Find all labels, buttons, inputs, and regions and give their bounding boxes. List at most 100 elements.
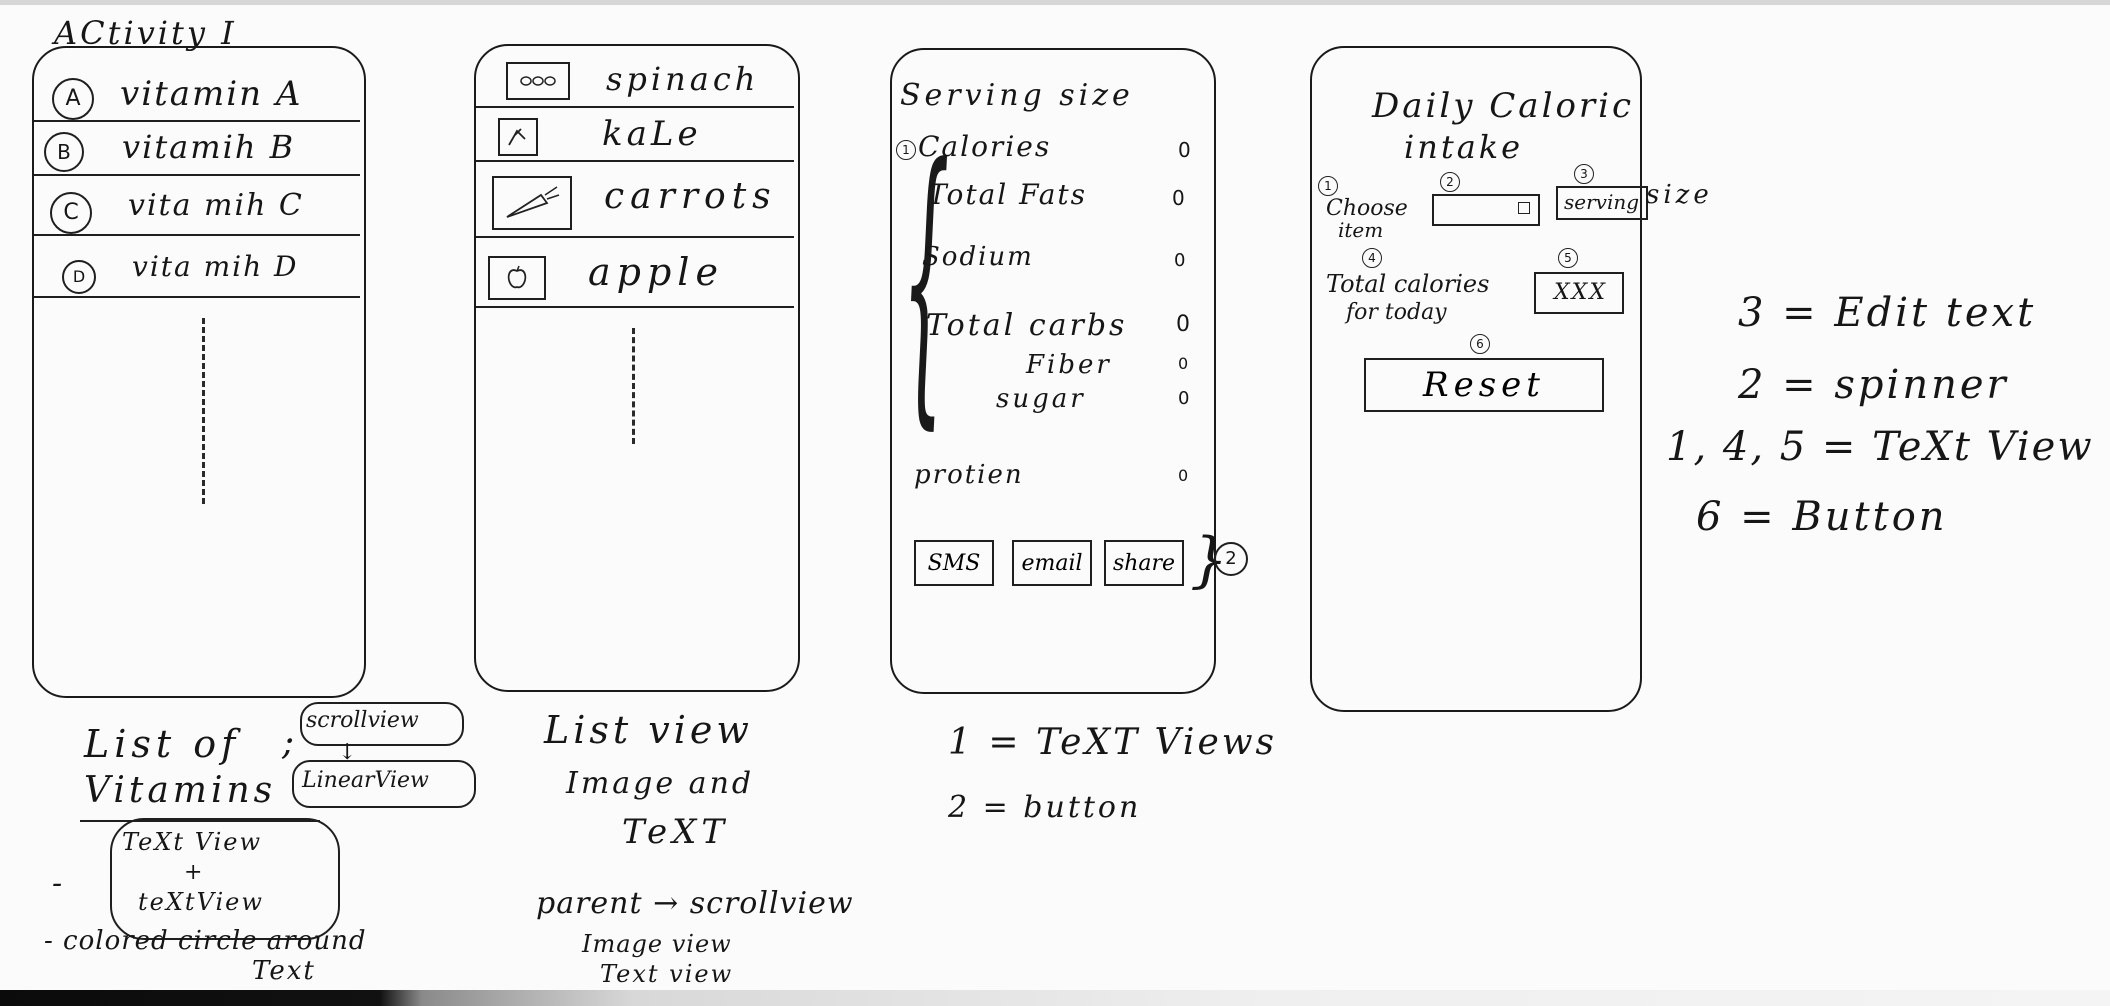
nutrient-label: Total carbs xyxy=(926,308,1128,343)
caption-listview: List view xyxy=(544,708,753,752)
carrot-icon xyxy=(492,176,572,230)
top-edge xyxy=(0,0,2110,5)
serving-size-edit-text[interactable]: serving xyxy=(1556,186,1648,220)
marker-4-circle: 4 xyxy=(1362,248,1382,268)
reset-button[interactable]: Reset xyxy=(1364,358,1604,412)
marker-3-circle: 3 xyxy=(1574,164,1594,184)
nutrient-label: Total Fats xyxy=(928,178,1088,211)
bottom-edge-shadow xyxy=(0,990,2110,1006)
marker-2-circle: 2 xyxy=(1440,172,1460,192)
calories-value-box: XXX xyxy=(1534,272,1624,314)
nutrient-value: 0 xyxy=(1178,138,1191,162)
choose-label: Choose xyxy=(1326,196,1408,221)
food-label: apple xyxy=(588,250,724,294)
legend-button: 6 = Button xyxy=(1696,494,1948,540)
nutrient-value: 0 xyxy=(1178,388,1190,409)
row-divider xyxy=(476,160,794,162)
phone-frame-foods xyxy=(474,44,800,692)
phone-frame-nutrition xyxy=(890,48,1216,694)
vitamin-badge-circle: D xyxy=(62,260,96,294)
row-divider xyxy=(476,306,794,308)
plus-sign: + xyxy=(184,860,203,885)
legend-textview: 1, 4, 5 = TeXt View xyxy=(1666,424,2094,470)
nutrient-value: 0 xyxy=(1178,354,1189,373)
serving-size-header: Serving size xyxy=(900,78,1134,113)
arrow-down: ↓ xyxy=(338,740,357,765)
spinach-leaf-icon xyxy=(506,62,570,100)
serving-edit-value: serving xyxy=(1564,190,1640,214)
vitamin-badge-circle: C xyxy=(50,192,92,234)
nutrient-value: 0 xyxy=(1172,186,1185,210)
caption-imageview: Image view xyxy=(582,930,732,958)
vitamin-label: vita mih D xyxy=(132,250,299,283)
marker-5-circle: 5 xyxy=(1558,248,1578,268)
nutrient-value: 0 xyxy=(1178,466,1189,485)
phone-frame-vitamins xyxy=(32,46,366,698)
row-divider xyxy=(476,236,794,238)
email-button[interactable]: email xyxy=(1012,540,1092,586)
vitamin-label: vita mih C xyxy=(128,188,304,223)
chevron-down-icon xyxy=(1518,202,1530,214)
food-label: kaLe xyxy=(602,114,702,154)
size-label: size xyxy=(1646,180,1713,210)
nutrient-label: Fiber xyxy=(1026,350,1112,380)
vitamin-badge-circle: B xyxy=(44,132,84,172)
nutrient-value: 0 xyxy=(1174,250,1186,271)
linearview-bubble xyxy=(292,760,476,808)
caption-underline xyxy=(80,820,320,822)
legend-spinner: 2 = spinner xyxy=(1738,362,2009,408)
nutrient-label: protien xyxy=(914,460,1024,490)
more-items-dotted-line xyxy=(632,328,635,444)
scrollview-label: scrollview xyxy=(306,708,419,733)
nutrient-value: 0 xyxy=(1176,312,1190,337)
food-label: carrots xyxy=(604,176,777,217)
textview-label-1: TeXt View xyxy=(122,828,263,856)
textview-label-2: teXtView xyxy=(138,888,264,916)
caption-vitamins: Vitamins xyxy=(84,770,277,811)
legend-edit-text: 3 = Edit text xyxy=(1738,290,2037,336)
brace-left: { xyxy=(902,105,950,454)
caption-text: TeXT xyxy=(622,812,730,852)
caption-list-of: List of xyxy=(84,722,241,766)
intake-title: intake xyxy=(1404,128,1524,166)
row-divider xyxy=(34,296,360,298)
phone-frame-calorie-intake xyxy=(1310,46,1642,712)
apple-icon xyxy=(488,256,546,300)
vitamin-label: vitamih B xyxy=(122,128,296,166)
marker-1-circle: 1 xyxy=(1318,176,1338,196)
calories-value: XXX xyxy=(1554,280,1607,305)
kale-leaf-icon xyxy=(498,118,538,156)
legend-button: 2 = button xyxy=(948,790,1142,825)
marker-2-circle: 2 xyxy=(1214,542,1248,576)
item-label: item xyxy=(1338,218,1384,242)
nutrient-label: Calories xyxy=(918,130,1052,163)
sms-button[interactable]: SMS xyxy=(914,540,994,586)
row-divider xyxy=(34,234,360,236)
nutrient-label: Sodium xyxy=(922,242,1034,272)
row-divider xyxy=(34,174,360,176)
food-label: spinach xyxy=(606,60,760,98)
note-text: Text xyxy=(252,956,316,986)
scrollview-bubble xyxy=(300,702,464,746)
caption-image-and: Image and xyxy=(566,766,755,801)
share-button[interactable]: share xyxy=(1104,540,1184,586)
linearview-label: LinearView xyxy=(302,768,429,793)
row-divider xyxy=(34,120,360,122)
more-items-dotted-line xyxy=(202,318,205,504)
caption-textview: Text view xyxy=(600,960,734,988)
nutrient-label: sugar xyxy=(996,384,1086,414)
legend-textviews: 1 = TeXT Views xyxy=(948,722,1278,763)
caption-colon: ; xyxy=(282,722,295,763)
row-divider xyxy=(476,106,794,108)
total-calories-label: Total calories xyxy=(1326,270,1490,298)
activity-title: ACtivity I xyxy=(54,14,237,52)
marker-1-circle: 1 xyxy=(896,140,916,160)
bullet-dash: - xyxy=(52,866,63,901)
note-colored-circle: - colored circle around xyxy=(44,926,367,956)
caption-parent-scrollview: parent → scrollview xyxy=(536,886,854,921)
vitamin-badge-circle: A xyxy=(52,78,94,120)
textview-bubble xyxy=(110,818,340,940)
daily-caloric-title: Daily Caloric xyxy=(1372,86,1635,126)
vitamin-label: vitamin A xyxy=(120,74,303,114)
item-spinner[interactable] xyxy=(1432,194,1540,226)
